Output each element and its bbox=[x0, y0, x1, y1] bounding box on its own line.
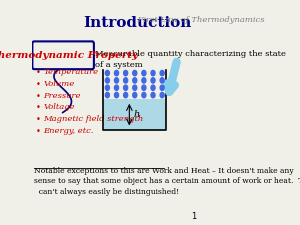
Text: •: • bbox=[36, 127, 40, 136]
Circle shape bbox=[142, 85, 146, 90]
Circle shape bbox=[151, 85, 155, 90]
Circle shape bbox=[124, 85, 128, 90]
Circle shape bbox=[124, 92, 128, 98]
Circle shape bbox=[151, 78, 155, 83]
Text: •: • bbox=[36, 68, 40, 77]
Circle shape bbox=[105, 70, 110, 76]
Circle shape bbox=[115, 85, 119, 90]
Text: Pressure: Pressure bbox=[43, 92, 81, 100]
Bar bbox=[103, 99, 166, 130]
Circle shape bbox=[142, 70, 146, 76]
Text: Voltage: Voltage bbox=[43, 104, 75, 111]
Circle shape bbox=[133, 70, 137, 76]
Circle shape bbox=[142, 78, 146, 83]
Text: Temperature: Temperature bbox=[43, 68, 98, 76]
Text: •: • bbox=[36, 92, 40, 101]
Circle shape bbox=[142, 92, 146, 98]
Text: •: • bbox=[36, 80, 40, 89]
Text: Volume: Volume bbox=[43, 80, 75, 88]
Text: Magnetic field strength: Magnetic field strength bbox=[43, 115, 144, 123]
Circle shape bbox=[151, 92, 155, 98]
Text: Thermodynamic Property: Thermodynamic Property bbox=[0, 51, 138, 60]
Circle shape bbox=[124, 78, 128, 83]
Text: Notable exceptions to this are Work and Heat – It doesn't make any
sense to say : Notable exceptions to this are Work and … bbox=[34, 167, 300, 196]
Circle shape bbox=[160, 85, 164, 90]
Circle shape bbox=[160, 78, 164, 83]
Circle shape bbox=[133, 92, 137, 98]
Circle shape bbox=[115, 78, 119, 83]
Text: Measurable quantity characterizing the state
of a system: Measurable quantity characterizing the s… bbox=[95, 50, 286, 69]
Text: Energy, etc.: Energy, etc. bbox=[43, 127, 94, 135]
Text: First Law of Thermodynamics: First Law of Thermodynamics bbox=[135, 16, 265, 24]
Circle shape bbox=[160, 70, 164, 76]
Text: •: • bbox=[36, 104, 40, 112]
Circle shape bbox=[151, 70, 155, 76]
Circle shape bbox=[115, 70, 119, 76]
Circle shape bbox=[115, 92, 119, 98]
Circle shape bbox=[133, 85, 137, 90]
Circle shape bbox=[133, 78, 137, 83]
Circle shape bbox=[124, 70, 128, 76]
Text: •: • bbox=[36, 115, 40, 124]
Circle shape bbox=[105, 78, 110, 83]
Circle shape bbox=[105, 85, 110, 90]
Text: Introduction: Introduction bbox=[83, 16, 191, 30]
Text: h: h bbox=[133, 110, 139, 119]
Circle shape bbox=[160, 92, 164, 98]
Text: 1: 1 bbox=[190, 212, 196, 221]
Circle shape bbox=[105, 92, 110, 98]
FancyBboxPatch shape bbox=[32, 41, 94, 69]
